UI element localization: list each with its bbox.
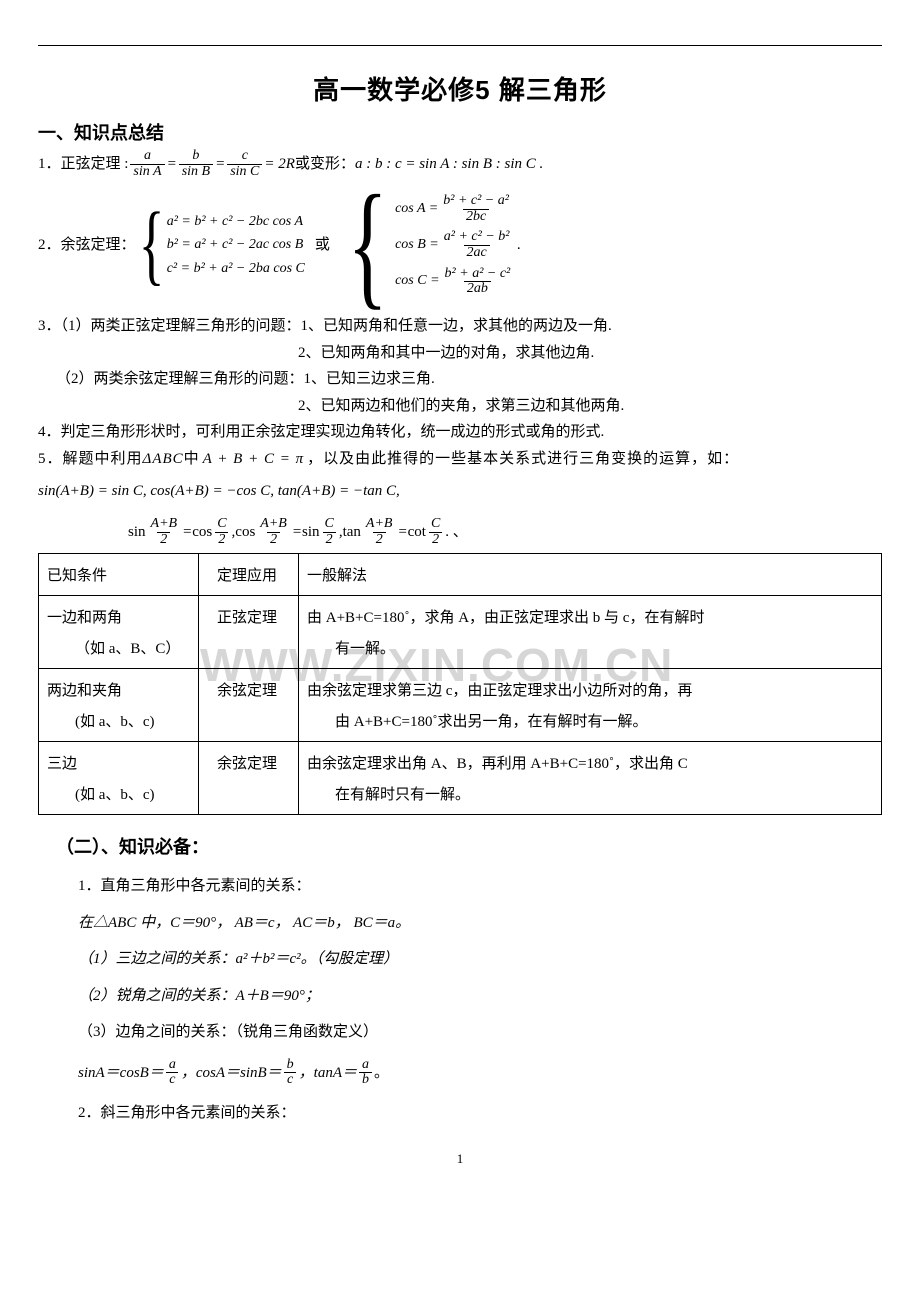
lhs: cos C = <box>395 273 439 290</box>
d: c <box>166 1072 178 1088</box>
kb-gougu: （1）三边之间的关系：a²＋b²＝c²。（勾股定理） <box>78 948 882 971</box>
d: 2 <box>323 532 336 548</box>
n: C <box>214 517 229 532</box>
c1b: （如 a、B、C） <box>75 637 190 658</box>
c2: 余弦定理 <box>199 669 299 742</box>
p5-line3: sinA+B2 = cosC2 , cosA+B2 = sinC2 , tanA… <box>128 517 882 547</box>
p3b: （2）两类余弦定理解三角形的问题：1、已知三边求三角. <box>56 368 882 391</box>
p2-lead: 2．余弦定理： <box>38 234 136 257</box>
n: b <box>284 1058 297 1073</box>
p5e: ，以及由此推得的一些基本关系式进行三角变换的运算，如： <box>307 448 739 471</box>
p5: 5．解题中利用 ΔABC 中 A + B + C = π ，以及由此推得的一些基… <box>38 448 882 471</box>
section-2-heading: （二）、知识必备： <box>56 833 882 859</box>
c1a: 三边 <box>47 752 190 773</box>
d: 2 <box>429 532 442 548</box>
left-brace-icon: { <box>138 209 164 281</box>
p2-left-0: a² = b² + c² − 2bc cos A <box>167 210 305 234</box>
c3b: 在有解时只有一解。 <box>335 783 873 804</box>
fn1: ，cosA＝sinB＝ <box>181 1062 282 1085</box>
n: a <box>166 1058 179 1073</box>
d: 2 <box>373 532 386 548</box>
c1b: (如 a、b、c) <box>75 783 190 804</box>
p3b2: 2、已知两边和他们的夹角，求第三边和其他两角. <box>298 395 882 418</box>
kb-fn: sinA＝cosB＝ ac ，cosA＝sinB＝ bc ，tanA＝ ab 。 <box>78 1058 882 1088</box>
c3b: 由 A+B+C=180˚求出另一角，在有解时有一解。 <box>335 710 873 731</box>
p3a2: 2、已知两角和其中一边的对角，求其他边角. <box>298 342 882 365</box>
table-row: 三边 (如 a、b、c) 余弦定理 由余弦定理求出角 A、B，再利用 A+B+C=… <box>39 742 882 815</box>
p5b: ΔABC <box>143 448 184 471</box>
p1-tail1: = 2R <box>264 153 295 176</box>
d: 2 <box>267 532 280 548</box>
n: a <box>359 1058 372 1073</box>
n: A+B <box>257 517 290 532</box>
kb-bianj: （3）边角之间的关系：（锐角三角函数定义） <box>78 1021 882 1044</box>
frac-den: 2ab <box>464 281 491 297</box>
d: 2 <box>157 532 170 548</box>
frac-den: sin A <box>130 164 164 180</box>
p5c: 中 <box>184 448 200 471</box>
lhs: cos B = <box>395 237 439 254</box>
frac-num: c <box>239 149 251 164</box>
p5-tail: . 、 <box>445 521 468 544</box>
c3b: 有一解。 <box>335 637 873 658</box>
p4: 4．判定三角形形状时，可利用正余弦定理实现边角转化，统一成边的形式或角的形式. <box>38 421 882 444</box>
p1-sine-law: 1．正弦定理 : asin A = bsin B = csin C = 2R 或… <box>38 149 882 179</box>
kb1: 1．直角三角形中各元素间的关系： <box>78 875 882 898</box>
p2-left-1: b² = a² + c² − 2ac cos B <box>167 233 305 257</box>
th-cond: 已知条件 <box>39 554 199 596</box>
frac-num: b² + c² − a² <box>440 194 512 209</box>
n: A+B <box>363 517 396 532</box>
c3a: 由余弦定理求第三边 c，由正弦定理求出小边所对的角，再 <box>307 679 873 700</box>
kb-rui: （2）锐角之间的关系：A＋B＝90°； <box>78 985 882 1008</box>
kb2: 2．斜三角形中各元素间的关系： <box>78 1102 882 1125</box>
frac-num: a² + c² − b² <box>441 230 513 245</box>
p2-dot: . <box>517 234 521 257</box>
kb-tri: 在△ABC 中，C＝90°， AB＝c， AC＝b， BC＝a。 <box>78 912 882 935</box>
c1a: 一边和两角 <box>47 606 190 627</box>
d: c <box>284 1072 296 1088</box>
lhs: cos A = <box>395 201 438 218</box>
p3a: 3．（1）两类正弦定理解三角形的问题：1、已知两角和任意一边，求其他的两边及一角… <box>38 315 882 338</box>
frac-den: 2bc <box>463 209 489 225</box>
p5d: A + B + C = π <box>203 448 304 471</box>
p1-lead: 1．正弦定理 : <box>38 153 128 176</box>
frac-den: sin B <box>179 164 213 180</box>
c3a: 由 A+B+C=180˚，求角 A，由正弦定理求出 b 与 c，在有解时 <box>307 606 873 627</box>
th-thm: 定理应用 <box>199 554 299 596</box>
n: A+B <box>148 517 181 532</box>
th-method: 一般解法 <box>299 554 882 596</box>
page-title: 高一数学必修5 解三角形 <box>38 70 882 107</box>
n: C <box>322 517 337 532</box>
p2-or: 或 <box>315 234 330 257</box>
table-row: 已知条件 定理应用 一般解法 <box>39 554 882 596</box>
p5a: 5．解题中利用 <box>38 448 143 471</box>
p5-line2: sin(A+B) = sin C, cos(A+B) = −cos C, tan… <box>38 480 882 503</box>
left-brace-icon: { <box>347 189 387 301</box>
page-number: 1 <box>38 1151 882 1167</box>
p2-cos-law: 2．余弦定理： { a² = b² + c² − 2bc cos A b² = … <box>38 189 882 301</box>
table-row: 一边和两角 （如 a、B、C） 正弦定理 由 A+B+C=180˚，求角 A，由正… <box>39 596 882 669</box>
frac-num: b² + a² − c² <box>442 267 514 282</box>
methods-table: 已知条件 定理应用 一般解法 一边和两角 （如 a、B、C） 正弦定理 由 A+B… <box>38 553 882 815</box>
p2-left-2: c² = b² + a² − 2ba cos C <box>167 257 305 281</box>
p1-or: 或变形： <box>295 153 355 176</box>
d: b <box>359 1072 372 1088</box>
c2: 余弦定理 <box>199 742 299 815</box>
table-row: 两边和夹角 (如 a、b、c) 余弦定理 由余弦定理求第三边 c，由正弦定理求出小… <box>39 669 882 742</box>
frac-num: b <box>189 149 202 164</box>
fn0: sinA＝cosB＝ <box>78 1062 164 1085</box>
d: 2 <box>215 532 228 548</box>
frac-num: a <box>141 149 154 164</box>
fn2: ，tanA＝ <box>299 1062 357 1085</box>
section-1-heading: 一、知识点总结 <box>38 119 882 145</box>
frac-den: sin C <box>227 164 262 180</box>
fn3: 。 <box>374 1062 389 1085</box>
c1a: 两边和夹角 <box>47 679 190 700</box>
n: C <box>428 517 443 532</box>
c1b: (如 a、b、c) <box>75 710 190 731</box>
c2: 正弦定理 <box>199 596 299 669</box>
c3a: 由余弦定理求出角 A、B，再利用 A+B+C=180˚，求出角 C <box>307 752 873 773</box>
frac-den: 2ac <box>464 245 490 261</box>
